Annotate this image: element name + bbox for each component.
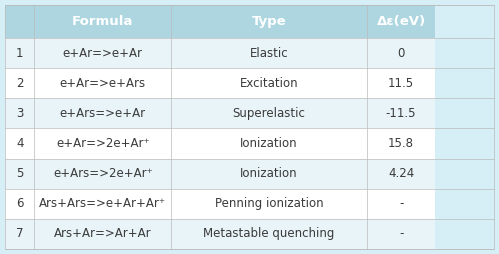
Text: 4: 4 bbox=[16, 137, 23, 150]
Text: e+Ar=>2e+Ar⁺: e+Ar=>2e+Ar⁺ bbox=[56, 137, 150, 150]
FancyBboxPatch shape bbox=[34, 98, 171, 129]
FancyBboxPatch shape bbox=[34, 189, 171, 219]
Text: 6: 6 bbox=[16, 197, 23, 210]
FancyBboxPatch shape bbox=[5, 158, 34, 189]
FancyBboxPatch shape bbox=[171, 158, 367, 189]
Text: -: - bbox=[399, 227, 403, 240]
Text: 7: 7 bbox=[16, 227, 23, 240]
FancyBboxPatch shape bbox=[171, 68, 367, 98]
FancyBboxPatch shape bbox=[34, 38, 171, 68]
Text: e+Ar=>e+Ar: e+Ar=>e+Ar bbox=[63, 47, 143, 60]
Text: Superelastic: Superelastic bbox=[233, 107, 305, 120]
Text: Ars+Ar=>Ar+Ar: Ars+Ar=>Ar+Ar bbox=[54, 227, 152, 240]
Text: Ionization: Ionization bbox=[240, 167, 298, 180]
Text: Elastic: Elastic bbox=[250, 47, 288, 60]
Text: Formula: Formula bbox=[72, 15, 133, 28]
Text: 5: 5 bbox=[16, 167, 23, 180]
FancyBboxPatch shape bbox=[34, 158, 171, 189]
Text: 1: 1 bbox=[16, 47, 23, 60]
FancyBboxPatch shape bbox=[171, 189, 367, 219]
FancyBboxPatch shape bbox=[34, 5, 171, 38]
FancyBboxPatch shape bbox=[5, 68, 34, 98]
FancyBboxPatch shape bbox=[367, 38, 435, 68]
FancyBboxPatch shape bbox=[34, 219, 171, 249]
Text: 2: 2 bbox=[16, 77, 23, 90]
FancyBboxPatch shape bbox=[34, 68, 171, 98]
FancyBboxPatch shape bbox=[171, 98, 367, 129]
Text: Type: Type bbox=[252, 15, 286, 28]
FancyBboxPatch shape bbox=[367, 5, 435, 38]
FancyBboxPatch shape bbox=[5, 5, 34, 38]
Text: Ionization: Ionization bbox=[240, 137, 298, 150]
FancyBboxPatch shape bbox=[5, 219, 34, 249]
Text: 4.24: 4.24 bbox=[388, 167, 414, 180]
Text: Excitation: Excitation bbox=[240, 77, 298, 90]
Text: e+Ars=>2e+Ar⁺: e+Ars=>2e+Ar⁺ bbox=[53, 167, 153, 180]
FancyBboxPatch shape bbox=[5, 98, 34, 129]
FancyBboxPatch shape bbox=[171, 38, 367, 68]
Text: 15.8: 15.8 bbox=[388, 137, 414, 150]
Text: Metastable quenching: Metastable quenching bbox=[204, 227, 335, 240]
Text: -11.5: -11.5 bbox=[386, 107, 416, 120]
FancyBboxPatch shape bbox=[367, 219, 435, 249]
Text: 0: 0 bbox=[397, 47, 405, 60]
Text: -: - bbox=[399, 197, 403, 210]
FancyBboxPatch shape bbox=[367, 68, 435, 98]
Text: 11.5: 11.5 bbox=[388, 77, 414, 90]
FancyBboxPatch shape bbox=[367, 98, 435, 129]
Text: Δε(eV): Δε(eV) bbox=[377, 15, 426, 28]
FancyBboxPatch shape bbox=[171, 5, 367, 38]
FancyBboxPatch shape bbox=[34, 129, 171, 158]
FancyBboxPatch shape bbox=[5, 129, 34, 158]
FancyBboxPatch shape bbox=[5, 189, 34, 219]
FancyBboxPatch shape bbox=[367, 129, 435, 158]
Text: Penning ionization: Penning ionization bbox=[215, 197, 323, 210]
FancyBboxPatch shape bbox=[171, 129, 367, 158]
Text: 3: 3 bbox=[16, 107, 23, 120]
Text: e+Ar=>e+Ars: e+Ar=>e+Ars bbox=[60, 77, 146, 90]
FancyBboxPatch shape bbox=[5, 38, 34, 68]
FancyBboxPatch shape bbox=[367, 189, 435, 219]
FancyBboxPatch shape bbox=[171, 219, 367, 249]
Text: e+Ars=>e+Ar: e+Ars=>e+Ar bbox=[60, 107, 146, 120]
Text: Ars+Ars=>e+Ar+Ar⁺: Ars+Ars=>e+Ar+Ar⁺ bbox=[39, 197, 166, 210]
FancyBboxPatch shape bbox=[367, 158, 435, 189]
